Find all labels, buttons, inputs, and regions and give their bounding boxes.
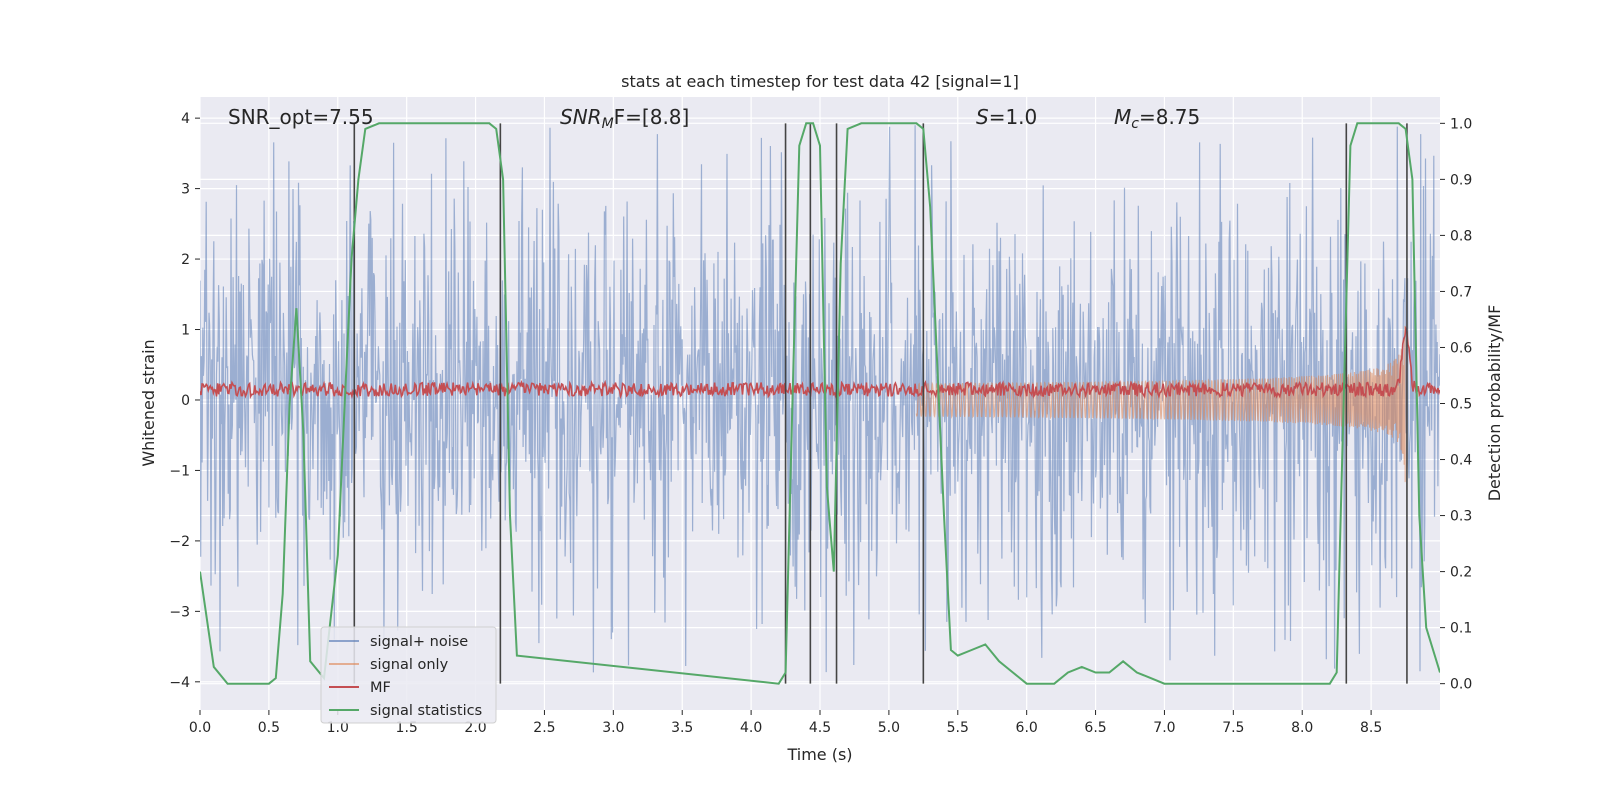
y2-tick-label: 0.5 — [1450, 397, 1472, 413]
legend-label-signal-noise: signal+ noise — [370, 634, 468, 650]
x-tick-label: 0.5 — [258, 720, 280, 736]
y-tick-label: −1 — [169, 463, 190, 479]
signal-only-line — [915, 325, 1406, 483]
x-tick-label: 3.0 — [602, 720, 624, 736]
chart-title: stats at each timestep for test data 42 … — [621, 72, 1019, 91]
y-tick-label: 1 — [181, 323, 190, 339]
y2-tick-label: 0.3 — [1450, 509, 1472, 525]
y-axis-label: Whitened strain — [139, 339, 158, 466]
y2-tick-label: 0.0 — [1450, 677, 1472, 693]
signal-statistics-line — [200, 122, 1440, 685]
x-tick-label: 6.0 — [1016, 720, 1038, 736]
legend-label-mf: MF — [370, 680, 391, 696]
y-tick-label: 3 — [181, 182, 190, 198]
y-tick-label: −4 — [169, 675, 190, 691]
x-tick-label: 0.0 — [189, 720, 211, 736]
mf-line — [200, 325, 1440, 400]
y2-tick-label: 0.8 — [1450, 228, 1472, 244]
signal-noise-series — [200, 125, 1440, 673]
y2-tick-label: 0.2 — [1450, 565, 1472, 581]
legend-label-signal-only: signal only — [370, 657, 449, 673]
x-tick-label: 6.5 — [1084, 720, 1106, 736]
x-tick-label: 5.5 — [947, 720, 969, 736]
y2-tick-label: 0.6 — [1450, 340, 1472, 356]
y-tick-label: 0 — [181, 393, 190, 409]
annotation-snr-opt: SNR_opt=7.55 — [228, 105, 374, 129]
legend: signal+ noise signal only MF signal stat… — [320, 626, 497, 724]
x-tick-label: 2.5 — [533, 720, 555, 736]
legend-box — [320, 626, 497, 724]
vertical-markers — [353, 123, 1408, 684]
annotations: SNR_opt=7.55 SNRMF=[8.8] S=1.0 Mc=8.75 — [228, 105, 1200, 132]
annotation-mc: Mc=8.75 — [1114, 105, 1200, 132]
x-tick-label: 7.0 — [1153, 720, 1175, 736]
y2-tick-label: 0.4 — [1450, 453, 1472, 469]
signal-only-series — [915, 325, 1406, 483]
y2-tick-label: 1.0 — [1450, 116, 1472, 132]
legend-label-signal-statistics: signal statistics — [370, 703, 482, 719]
x-tick-label: 2.0 — [464, 720, 486, 736]
ticks: 0.0 0.5 1.0 1.5 2.0 2.5 3.0 3.5 4.0 4.5 5.0 5.5 6.0 6… — [169, 111, 1472, 736]
signal-noise-line — [200, 125, 1440, 673]
x-tick-label: 4.5 — [809, 720, 831, 736]
x-tick-label: 7.5 — [1222, 720, 1244, 736]
x-tick-label: 1.0 — [327, 720, 349, 736]
y2-tick-label: 0.1 — [1450, 621, 1472, 637]
annotation-snr-mf: SNRMF=[8.8] — [560, 105, 689, 132]
x-tick-label: 5.0 — [878, 720, 900, 736]
x-axis-label: Time (s) — [786, 745, 852, 764]
x-tick-label: 3.5 — [671, 720, 693, 736]
y-tick-label: 4 — [181, 111, 190, 127]
x-tick-label: 1.5 — [396, 720, 418, 736]
mf-series — [200, 325, 1440, 400]
y2-tick-label: 0.7 — [1450, 284, 1472, 300]
y-tick-label: −3 — [169, 604, 190, 620]
y-tick-label: −2 — [169, 534, 190, 550]
signal-statistics-series — [200, 122, 1440, 685]
x-tick-label: 8.5 — [1360, 720, 1382, 736]
x-tick-label: 4.0 — [740, 720, 762, 736]
y2-axis-label: Detection probability/MF — [1485, 305, 1504, 502]
y2-tick-label: 0.9 — [1450, 172, 1472, 188]
annotation-s: S=1.0 — [976, 105, 1037, 129]
y-tick-label: 2 — [181, 252, 190, 268]
x-tick-label: 8.0 — [1291, 720, 1313, 736]
